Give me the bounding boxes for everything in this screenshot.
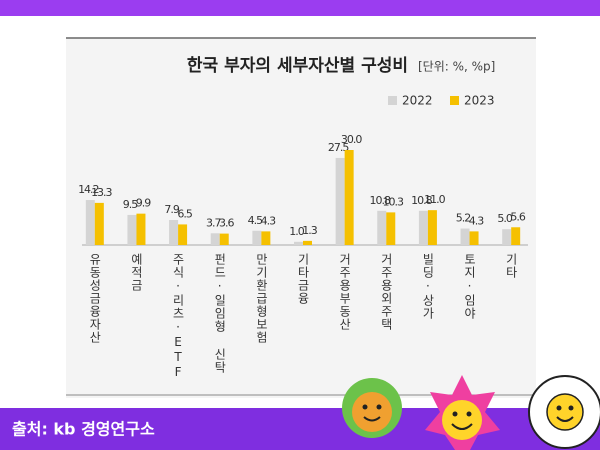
bar [169,219,179,245]
bar [252,230,262,245]
bar [460,228,470,245]
bar [136,213,146,245]
legend-swatch [450,96,459,105]
bar [386,212,396,245]
bar [502,229,512,245]
value-label: 11.0 [424,193,445,206]
x-tick-label: 기타금융 [296,253,310,305]
footer-band [0,408,600,450]
value-label: 6.5 [177,207,192,220]
value-label: 9.5 [123,198,138,211]
value-label: 10.8 [411,194,432,207]
value-label: 13.3 [91,186,112,199]
x-tick-label: 유동성금융자산 [88,253,102,344]
flower-pink [425,375,500,450]
bar [294,241,303,245]
bar [418,210,428,245]
value-label: 5.6 [510,210,525,223]
value-label: 14.2 [78,183,99,196]
value-label: 5.0 [497,212,512,225]
value-label: 4.5 [248,214,263,227]
bar [469,231,479,245]
value-label: 5.2 [456,212,471,225]
value-label: 9.9 [136,197,151,210]
value-label: 10.3 [383,195,404,208]
legend-label: 2022 [402,94,433,108]
value-label: 4.3 [261,214,276,227]
flower-green [342,378,402,438]
x-tick-label: 만기환급형보험 [254,253,268,344]
x-tick-label: 주식·리츠·ETF [171,253,185,380]
x-tick-label: 기타 [504,253,518,279]
bar [377,210,387,245]
source: 출처: kb 경영연구소 [12,420,155,439]
x-tick-label: 빌딩·상가 [421,253,435,320]
flower-white [528,375,600,449]
x-tick-label: 예적금 [129,253,143,292]
x-tick-label: 토지·임야 [463,253,477,320]
bar [427,210,437,245]
value-label: 1.3 [302,224,317,237]
x-tick-label: 펀드·일임형 신탁 [213,253,227,374]
value-label: 1.0 [289,225,304,238]
value-label: 3.6 [219,217,234,230]
value-label: 30.0 [341,133,362,146]
top-band [0,0,600,16]
bar [178,224,188,245]
bar [94,202,104,245]
legend-label: 2023 [464,94,495,108]
bar [261,231,271,245]
value-label: 7.9 [164,203,179,216]
x-tick-label: 거주용외주택 [379,253,393,331]
bar [335,157,345,245]
value-label: 3.7 [206,216,221,229]
bar [210,233,220,245]
value-label: 4.3 [469,214,484,227]
bar [219,233,229,245]
bar [511,227,521,245]
x-tick-label: 거주용부동산 [338,253,352,331]
bar [127,214,137,245]
legend-swatch [388,96,397,105]
value-label: 10.8 [370,194,391,207]
chart-title: 한국 부자의 세부자산별 구성비 [187,56,408,76]
unit-label: [단위: %, %p] [418,60,495,74]
bar [344,150,354,245]
bar [303,240,312,245]
bar [85,200,95,245]
